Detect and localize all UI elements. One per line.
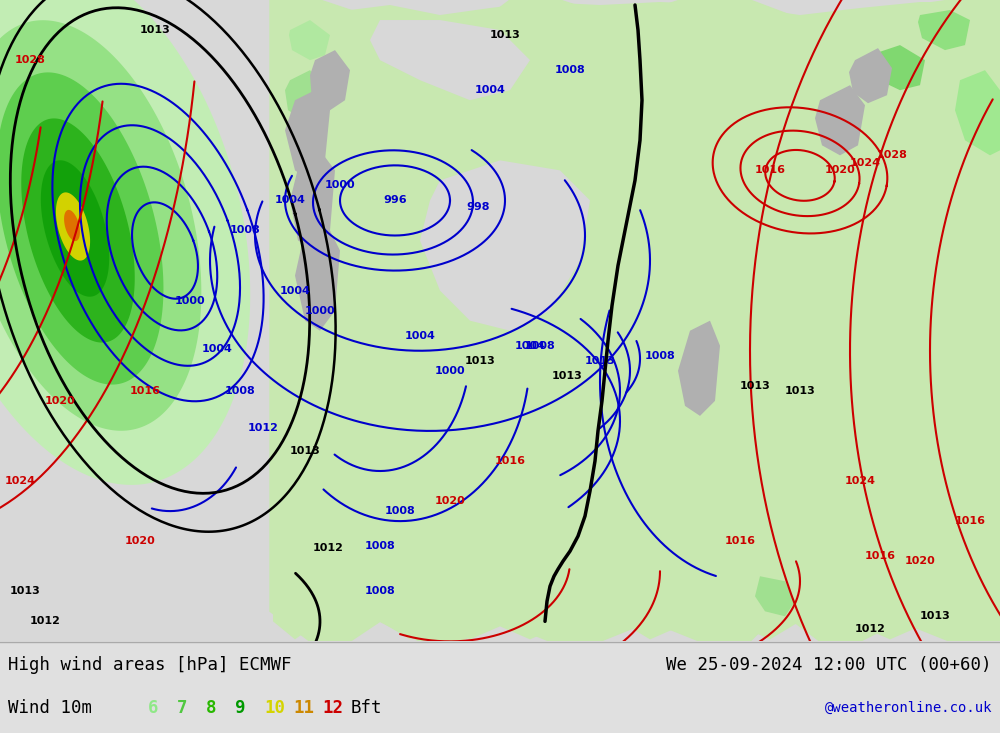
Text: 1024: 1024 [5,476,36,486]
Text: 1016: 1016 [724,536,756,546]
Polygon shape [678,321,720,416]
Text: 1028: 1028 [877,150,907,161]
Text: 998: 998 [466,202,490,213]
Text: High wind areas [hPa] ECMWF: High wind areas [hPa] ECMWF [8,656,292,674]
Polygon shape [41,161,109,297]
Polygon shape [0,0,250,485]
Text: 1004: 1004 [202,344,232,354]
Polygon shape [273,2,1000,639]
Text: 1016: 1016 [130,386,160,396]
Polygon shape [285,90,330,180]
Text: 1008: 1008 [225,386,255,396]
Polygon shape [270,0,1000,641]
Text: 12: 12 [322,699,343,717]
Text: 1016: 1016 [755,166,786,175]
Polygon shape [370,20,530,100]
Text: 1013: 1013 [785,386,815,396]
Text: 1000: 1000 [435,366,465,376]
Text: 1013: 1013 [552,371,582,381]
Text: 1008: 1008 [385,506,415,516]
Text: 1004: 1004 [275,196,305,205]
Polygon shape [289,20,330,60]
Text: Wind 10m: Wind 10m [8,699,92,717]
Polygon shape [21,119,135,342]
Text: 1004: 1004 [475,85,505,95]
Text: 1013: 1013 [465,356,495,366]
Polygon shape [56,192,90,261]
Text: 1004: 1004 [280,286,310,295]
Text: 10: 10 [264,699,285,717]
Text: 9: 9 [235,699,246,717]
Text: 1028: 1028 [15,55,45,65]
Text: 1008: 1008 [525,341,555,351]
Text: 1020: 1020 [125,536,155,546]
Text: 1013: 1013 [10,586,40,596]
Text: 1000: 1000 [175,295,205,306]
Text: 1024: 1024 [850,158,881,169]
Text: 1008: 1008 [365,586,395,596]
Text: 1008: 1008 [645,351,675,361]
Polygon shape [815,85,865,155]
Text: 1016: 1016 [954,516,986,526]
Text: 1020: 1020 [45,396,75,406]
Polygon shape [64,210,80,241]
Text: 6: 6 [148,699,158,717]
Text: 1020: 1020 [825,166,855,175]
Text: 1000: 1000 [305,306,335,316]
Text: 1012: 1012 [248,423,278,433]
Polygon shape [290,150,335,251]
Polygon shape [0,21,201,431]
Text: 1004: 1004 [405,331,435,341]
Text: 1020: 1020 [435,496,465,506]
Text: 1016: 1016 [864,551,896,561]
Text: 1013: 1013 [290,446,320,456]
Text: 1012: 1012 [313,543,343,553]
Polygon shape [865,45,925,90]
Polygon shape [285,70,325,120]
Text: 1004: 1004 [515,341,545,351]
Text: @weatheronline.co.uk: @weatheronline.co.uk [824,701,992,715]
Text: 1008: 1008 [230,226,260,235]
Polygon shape [955,70,1000,155]
Text: We 25-09-2024 12:00 UTC (00+60): We 25-09-2024 12:00 UTC (00+60) [666,656,992,674]
Polygon shape [310,50,350,110]
Text: 7: 7 [177,699,188,717]
Text: 1013: 1013 [740,381,770,391]
Text: 1012: 1012 [855,625,885,634]
Polygon shape [918,10,970,50]
Polygon shape [849,48,892,103]
Text: 1013: 1013 [920,611,950,622]
Polygon shape [0,73,163,385]
Text: 1020: 1020 [905,556,935,566]
Text: 1024: 1024 [844,476,876,486]
Polygon shape [755,576,795,616]
Text: 1000: 1000 [325,180,355,191]
Text: 1013: 1013 [490,30,520,40]
Text: 996: 996 [383,196,407,205]
Text: 1008: 1008 [365,541,395,551]
Polygon shape [420,161,590,331]
Text: 1013: 1013 [140,25,170,35]
Text: 1008: 1008 [555,65,585,75]
Text: 1012: 1012 [30,616,60,626]
Text: 11: 11 [293,699,314,717]
Text: Bft: Bft [351,699,382,717]
Text: 1016: 1016 [494,456,526,466]
Polygon shape [295,221,340,331]
Text: 1013: 1013 [585,356,615,366]
Text: 8: 8 [206,699,216,717]
